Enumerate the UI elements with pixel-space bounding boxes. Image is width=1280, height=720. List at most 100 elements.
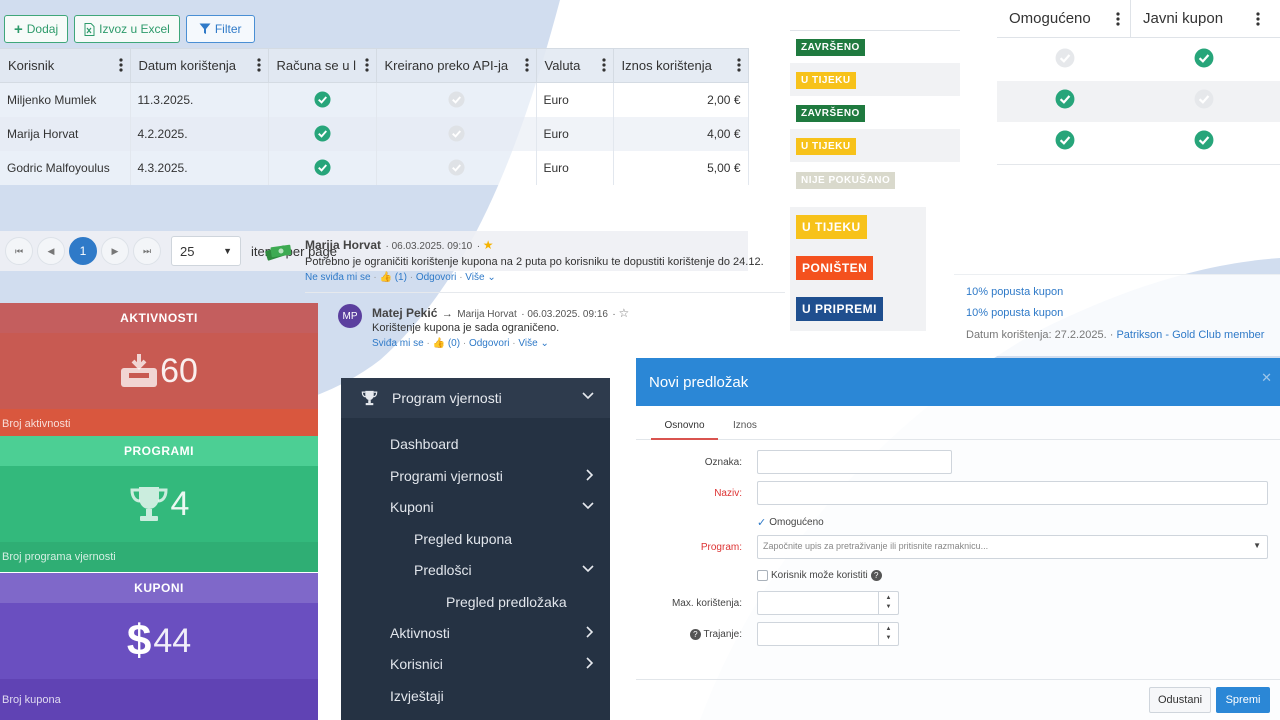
- save-button[interactable]: Spremi: [1216, 687, 1270, 713]
- page-size-select[interactable]: 25 ▼: [171, 236, 241, 266]
- sidebar-item-coupons[interactable]: Kuponi: [390, 491, 610, 522]
- usage-grid: Korisnik Datum korištenja Računa se u l …: [0, 48, 749, 271]
- check-circle-icon: [313, 91, 331, 108]
- like-count: (0): [447, 338, 461, 349]
- column-menu-icon[interactable]: [1116, 12, 1120, 26]
- stat-tile-value: 44: [153, 621, 192, 660]
- check-circle-muted-icon: [447, 91, 465, 108]
- column-header-currency[interactable]: Valuta: [536, 48, 614, 83]
- cell-amount: 4,00 €: [613, 116, 749, 151]
- thumbs-up-icon[interactable]: 👍: [379, 272, 392, 283]
- reply-link[interactable]: Odgovori: [468, 338, 510, 349]
- cell-user: Marija Horvat: [0, 116, 131, 151]
- like-link[interactable]: Sviđa mi se: [372, 338, 424, 349]
- sidebar-item-dashboard[interactable]: Dashboard: [390, 435, 459, 452]
- column-menu-icon[interactable]: [1256, 12, 1260, 26]
- more-link[interactable]: Više: [465, 272, 485, 283]
- oznaka-input[interactable]: [757, 450, 952, 474]
- plus-icon: +: [14, 20, 23, 38]
- column-menu-icon[interactable]: [524, 58, 529, 72]
- sidebar-item-programs[interactable]: Programi vjernosti: [390, 460, 610, 491]
- column-header-counted[interactable]: Računa se u l: [268, 48, 377, 83]
- coupon-link[interactable]: 10% popusta kupon: [966, 286, 1064, 298]
- column-header-user[interactable]: Korisnik: [0, 48, 131, 83]
- star-outline-icon[interactable]: ☆: [618, 306, 630, 320]
- sidebar-section-header[interactable]: Program vjernosti: [341, 378, 610, 418]
- program-select[interactable]: Započnite upis za pretraživanje ili prit…: [757, 535, 1268, 559]
- check-circle-icon: [313, 125, 331, 142]
- column-header-public[interactable]: Javni kupon: [1131, 0, 1280, 38]
- help-icon[interactable]: ?: [689, 629, 701, 640]
- table-row[interactable]: [997, 81, 1280, 124]
- sidebar-item-template-overview[interactable]: Pregled predložaka: [446, 593, 567, 610]
- column-header-date[interactable]: Datum korištenja: [130, 48, 269, 83]
- cell-date: 4.3.2025.: [130, 150, 269, 185]
- coupon-link[interactable]: 10% popusta kupon: [966, 307, 1064, 319]
- next-page-button[interactable]: ▶: [101, 237, 129, 265]
- table-row[interactable]: [997, 38, 1280, 81]
- stat-tile-title: PROGRAMI: [0, 436, 318, 466]
- table-row[interactable]: Marija Horvat 4.2.2025. Euro 4,00 €: [0, 116, 749, 151]
- help-icon[interactable]: ?: [870, 570, 882, 581]
- table-row[interactable]: Godric Malfoyoulus 4.3.2025. Euro 5,00 €: [0, 150, 749, 185]
- column-header-enabled[interactable]: Omogućeno: [997, 0, 1131, 38]
- comment-author[interactable]: Matej Pekić: [372, 306, 438, 320]
- spin-up-icon[interactable]: ▲: [885, 626, 892, 632]
- label-oznaka: Oznaka:: [704, 457, 742, 468]
- enabled-checkbox[interactable]: ✓ Omogućeno: [757, 517, 824, 529]
- chevron-down-icon: [582, 565, 594, 573]
- number-spinner[interactable]: ▲ ▼: [878, 592, 898, 614]
- export-excel-button[interactable]: Izvoz u Excel: [74, 15, 180, 43]
- status-badges-panel: ZAVRŠENO U TIJEKU ZAVRŠENO U TIJEKU NIJE…: [790, 30, 960, 200]
- dislike-link[interactable]: Ne sviđa mi se: [305, 272, 371, 283]
- cell-currency: Euro: [536, 150, 614, 185]
- dialog-footer: Odustani Spremi: [636, 679, 1280, 720]
- max-usage-input[interactable]: ▲ ▼: [757, 591, 899, 615]
- add-button[interactable]: + Dodaj: [4, 15, 69, 43]
- table-row[interactable]: Miljenko Mumlek 11.3.2025. Euro 2,00 €: [0, 82, 749, 117]
- tab-basic[interactable]: Osnovno: [651, 420, 718, 440]
- column-menu-icon[interactable]: [256, 58, 261, 72]
- trophy-icon: [130, 487, 168, 521]
- comment-reply-to[interactable]: Marija Horvat: [457, 309, 517, 320]
- cancel-button[interactable]: Odustani: [1149, 687, 1211, 713]
- sidebar-item-coupon-overview[interactable]: Pregled kupona: [414, 530, 513, 547]
- thumbs-up-icon[interactable]: 👍: [432, 338, 446, 349]
- column-header-api[interactable]: Kreirano preko API-ja: [376, 48, 537, 83]
- spin-down-icon[interactable]: ▼: [885, 604, 892, 610]
- stat-tile-activities[interactable]: AKTIVNOSTI 60 Broj aktivnosti: [0, 303, 318, 439]
- number-spinner[interactable]: ▲ ▼: [878, 623, 898, 645]
- page-button-current[interactable]: 1: [69, 237, 97, 265]
- last-page-button[interactable]: ⏭: [133, 237, 161, 265]
- more-link[interactable]: Više: [518, 338, 538, 349]
- filter-button[interactable]: Filter: [185, 15, 255, 43]
- stat-tile-coupons[interactable]: KUPONI $ 44 Broj kupona: [0, 573, 318, 720]
- column-header-amount[interactable]: Iznos korištenja: [613, 48, 749, 83]
- sidebar-item-reports[interactable]: Izvještaji: [390, 687, 444, 704]
- reply-link[interactable]: Odgovori: [415, 272, 457, 283]
- column-menu-icon[interactable]: [736, 58, 741, 72]
- spin-down-icon[interactable]: ▼: [885, 635, 892, 641]
- naziv-input[interactable]: [757, 481, 1268, 505]
- duration-input[interactable]: ▲ ▼: [757, 622, 899, 646]
- comment-author[interactable]: Marija Horvat: [305, 238, 382, 252]
- star-filled-icon[interactable]: ★: [482, 238, 494, 252]
- column-menu-icon[interactable]: [364, 58, 369, 72]
- user-can-use-checkbox[interactable]: Korisnik može koristiti ?: [757, 570, 882, 581]
- table-row[interactable]: [997, 122, 1280, 165]
- sidebar-item-activities[interactable]: Aktivnosti: [390, 617, 610, 648]
- close-icon[interactable]: ✕: [1261, 370, 1272, 385]
- avatar[interactable]: MP: [338, 304, 362, 328]
- sidebar-item-users[interactable]: Korisnici: [390, 648, 610, 679]
- cell-api: [376, 116, 537, 151]
- tab-amount[interactable]: Iznos: [733, 420, 757, 431]
- prev-page-button[interactable]: ◀: [37, 237, 65, 265]
- first-page-button[interactable]: ⏮: [5, 237, 33, 265]
- column-menu-icon[interactable]: [601, 58, 606, 72]
- spin-up-icon[interactable]: ▲: [885, 595, 892, 601]
- cell-amount: 5,00 €: [613, 150, 749, 185]
- column-menu-icon[interactable]: [118, 58, 123, 72]
- stat-tile-programs[interactable]: PROGRAMI 4 Broj programa vjernosti: [0, 436, 318, 572]
- sidebar-item-templates[interactable]: Predlošci: [414, 554, 610, 585]
- member-link[interactable]: Patrikson - Gold Club member: [1116, 329, 1265, 341]
